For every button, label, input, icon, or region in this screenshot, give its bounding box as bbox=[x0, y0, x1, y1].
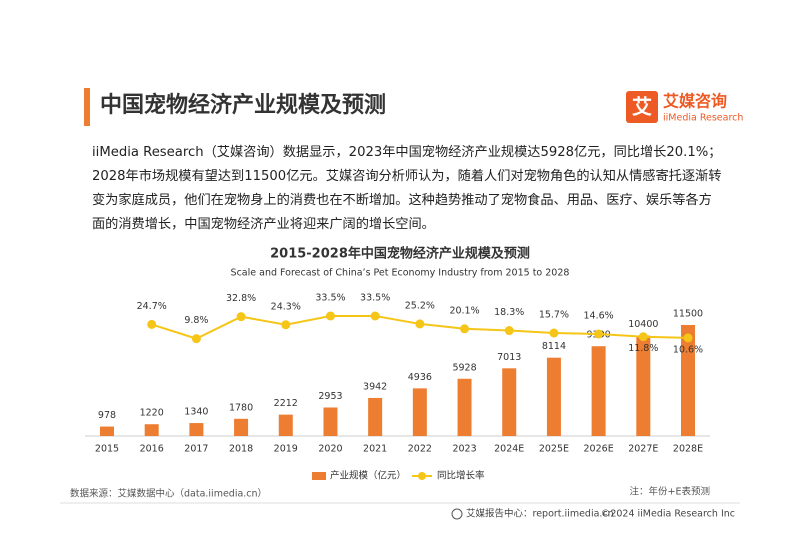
bar bbox=[457, 378, 472, 436]
bar bbox=[323, 407, 338, 436]
paragraph-line: 面的消费增长，中国宠物经济产业将迎来广阔的增长空间。 bbox=[92, 216, 435, 232]
chart-subtitle: Scale and Forecast of China’s Pet Econom… bbox=[231, 268, 570, 279]
x-tick-label: 2016 bbox=[140, 444, 164, 455]
legend-swatch bbox=[312, 472, 326, 480]
growth-point bbox=[594, 329, 604, 339]
page-title: 中国宠物经济产业规模及预测 bbox=[100, 92, 386, 118]
source: 数据来源：艾媒数据中心（data.iimedia.cn） bbox=[70, 488, 267, 500]
footer-icon bbox=[451, 508, 463, 520]
bar-label: 1780 bbox=[229, 402, 253, 413]
bar bbox=[100, 426, 114, 436]
bar-label: 2953 bbox=[318, 391, 342, 402]
bar bbox=[412, 388, 427, 436]
bar bbox=[278, 414, 293, 436]
note: 注：年份+E表预测 bbox=[630, 486, 710, 498]
growth-point bbox=[325, 311, 335, 321]
growth-label: 33.5% bbox=[360, 293, 390, 304]
growth-label: 25.2% bbox=[405, 300, 435, 311]
growth-point bbox=[370, 311, 380, 321]
x-tick-label: 2021 bbox=[363, 444, 387, 455]
bar bbox=[368, 397, 383, 436]
bar bbox=[591, 346, 606, 436]
bar-label: 978 bbox=[98, 410, 116, 421]
bar bbox=[681, 325, 695, 436]
growth-point bbox=[504, 326, 514, 336]
growth-label: 24.7% bbox=[137, 301, 167, 312]
x-tick-label: 2018 bbox=[229, 444, 253, 455]
bar-label: 4936 bbox=[408, 372, 432, 383]
x-tick-label: 2026E bbox=[584, 444, 614, 455]
logo-mark: 艾 bbox=[632, 95, 652, 119]
growth-label: 24.3% bbox=[271, 301, 301, 312]
growth-point bbox=[191, 334, 201, 344]
footer-copyright: ©2024 iiMedia Research Inc bbox=[601, 509, 735, 520]
bar-label: 8114 bbox=[542, 341, 566, 352]
x-tick-label: 2019 bbox=[274, 444, 298, 455]
growth-point bbox=[236, 312, 246, 322]
x-tick-label: 2022 bbox=[408, 444, 432, 455]
bar-label: 7013 bbox=[497, 352, 521, 363]
legend-label: 产业规模（亿元） bbox=[330, 470, 406, 482]
x-tick-label: 2023 bbox=[452, 444, 476, 455]
bar bbox=[636, 335, 651, 436]
bar-label: 11500 bbox=[673, 309, 703, 320]
bar-label: 1220 bbox=[140, 408, 164, 419]
growth-point bbox=[549, 328, 559, 338]
bar-label: 3942 bbox=[363, 381, 387, 392]
bar bbox=[502, 368, 517, 436]
growth-label: 33.5% bbox=[315, 293, 345, 304]
growth-label: 10.6% bbox=[673, 344, 703, 355]
x-tick-label: 2020 bbox=[318, 444, 342, 455]
bar-label: 5928 bbox=[452, 362, 476, 373]
growth-point bbox=[147, 319, 157, 329]
bar-label: 2212 bbox=[274, 398, 298, 409]
growth-label: 11.8% bbox=[628, 343, 658, 354]
logo-sub: iiMedia Research bbox=[663, 113, 743, 124]
growth-point bbox=[415, 319, 425, 329]
logo-name: 艾媒咨询 bbox=[663, 92, 727, 111]
title-accent bbox=[84, 88, 90, 126]
x-tick-label: 2027E bbox=[628, 444, 658, 455]
paragraph-line: 变为家庭成员，他们在宠物身上的消费也在不断增加。这种趋势推动了宠物食品、用品、医… bbox=[92, 191, 712, 208]
logo-box bbox=[626, 91, 658, 123]
x-tick-label: 2017 bbox=[184, 444, 208, 455]
growth-point bbox=[683, 333, 693, 343]
growth-point bbox=[460, 324, 470, 334]
footer-site: 艾媒报告中心：report.iimedia.cn bbox=[466, 508, 614, 520]
growth-label: 20.1% bbox=[449, 305, 479, 316]
bar-label: 1340 bbox=[184, 407, 208, 418]
growth-label: 15.7% bbox=[539, 310, 569, 321]
growth-label: 9.8% bbox=[184, 315, 208, 326]
x-tick-label: 2025E bbox=[539, 444, 569, 455]
paragraph-line: 2028年市场规模有望达到11500亿元。艾媒咨询分析师认为，随着人们对宠物角色… bbox=[92, 167, 721, 184]
legend-label: 同比增长率 bbox=[437, 470, 485, 482]
bar bbox=[234, 418, 249, 436]
chart-title: 2015-2028年中国宠物经济产业规模及预测 bbox=[270, 246, 530, 262]
growth-label: 32.8% bbox=[226, 293, 256, 304]
bar bbox=[189, 423, 204, 436]
growth-label: 14.6% bbox=[584, 311, 614, 322]
x-tick-label: 2024E bbox=[494, 444, 524, 455]
bar bbox=[144, 424, 159, 436]
x-tick-label: 2015 bbox=[95, 444, 119, 455]
growth-label: 18.3% bbox=[494, 307, 524, 318]
paragraph-line: iiMedia Research（艾媒咨询）数据显示，2023年中国宠物经济产业… bbox=[92, 144, 721, 160]
bar bbox=[546, 357, 561, 436]
growth-point bbox=[638, 332, 648, 342]
growth-point bbox=[281, 320, 291, 330]
bar-label: 10400 bbox=[628, 319, 658, 330]
legend-swatch bbox=[418, 472, 426, 480]
x-tick-label: 2028E bbox=[673, 444, 703, 455]
